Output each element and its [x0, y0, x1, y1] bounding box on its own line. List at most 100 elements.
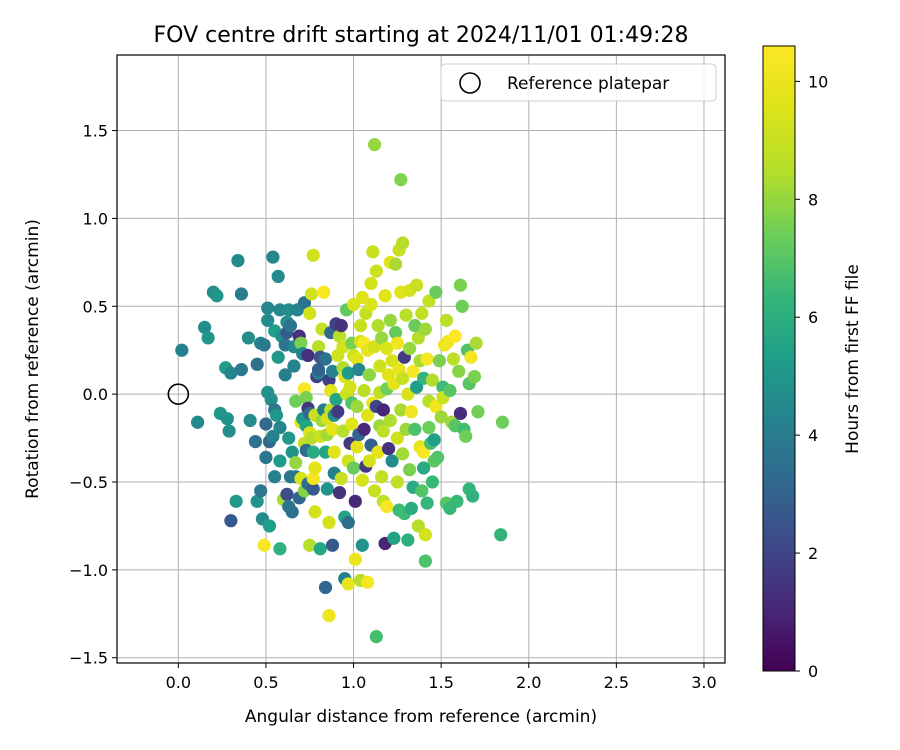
data-point — [353, 319, 368, 333]
data-point — [369, 264, 383, 278]
data-point — [360, 575, 375, 589]
data-point — [352, 362, 366, 377]
data-point — [385, 454, 399, 468]
data-point — [374, 331, 389, 345]
data-point — [355, 290, 369, 305]
data-point — [348, 552, 362, 566]
data-point — [466, 489, 480, 503]
data-point — [331, 405, 345, 419]
data-point — [364, 297, 378, 312]
x-tick-label: 0.0 — [166, 673, 191, 692]
data-point — [383, 413, 397, 428]
y-tick-label: 0.5 — [83, 297, 108, 316]
y-tick-label: 1.5 — [83, 122, 108, 141]
data-point — [418, 554, 432, 568]
reference-platepar-marker — [167, 383, 190, 405]
data-point — [325, 422, 340, 436]
plot-frame — [116, 54, 726, 664]
data-point — [320, 482, 334, 496]
data-point — [408, 422, 422, 436]
colorbar-tick-label: 6 — [808, 308, 818, 327]
data-point — [418, 322, 432, 336]
data-point — [404, 405, 418, 419]
data-point — [350, 352, 364, 366]
y-tick-label: −1.0 — [69, 561, 108, 580]
data-point — [271, 269, 285, 284]
data-point — [303, 538, 317, 552]
data-point — [362, 454, 376, 468]
data-point — [220, 412, 234, 426]
data-point — [229, 494, 243, 508]
data-point — [262, 519, 277, 533]
data-point — [399, 308, 413, 322]
data-point — [313, 542, 327, 556]
data-point — [250, 494, 264, 508]
data-point — [418, 528, 432, 542]
data-point — [266, 250, 280, 264]
data-point — [334, 471, 348, 486]
data-point — [285, 445, 299, 459]
data-point — [420, 352, 434, 366]
data-point — [439, 313, 454, 327]
data-point — [448, 329, 462, 343]
x-axis-label: Angular distance from reference (arcmin) — [245, 707, 597, 727]
data-point — [403, 463, 417, 477]
y-tick-label: −1.5 — [69, 649, 108, 668]
colorbar-tick-label: 0 — [808, 662, 818, 681]
data-point — [341, 577, 355, 591]
x-tick-label: 2.5 — [604, 673, 629, 692]
data-point — [271, 350, 285, 364]
data-point — [429, 285, 443, 299]
data-point — [264, 392, 278, 407]
colorbar-tick-label: 10 — [808, 72, 828, 91]
data-point — [453, 406, 468, 421]
data-point — [396, 447, 410, 461]
x-tick-label: 3.0 — [691, 673, 716, 692]
data-point — [306, 471, 320, 486]
data-point — [289, 394, 303, 408]
y-axis-label: Rotation from reference (arcmin) — [23, 219, 43, 499]
data-point — [406, 364, 420, 378]
data-point — [417, 461, 431, 475]
data-point — [273, 454, 287, 468]
data-point — [452, 364, 466, 378]
data-point — [198, 320, 212, 334]
data-point — [417, 445, 431, 459]
data-point — [401, 533, 415, 547]
data-point — [285, 505, 299, 519]
data-point — [325, 364, 340, 378]
colorbar-gradient — [762, 45, 796, 672]
data-point — [459, 429, 473, 443]
x-axis-ticks: 0.0 0.5 1.0 1.5 2.0 2.5 3.0 — [166, 663, 717, 692]
data-point — [336, 424, 350, 438]
grid-lines — [117, 55, 725, 663]
data-point — [248, 434, 263, 449]
data-point — [301, 348, 315, 363]
data-point — [374, 470, 389, 484]
y-axis-ticks: −1.5 −1.0 −0.5 0.0 0.5 1.0 1.5 — [69, 122, 117, 668]
data-point — [259, 450, 273, 465]
data-point — [297, 296, 312, 310]
data-point — [385, 354, 399, 368]
data-point — [367, 484, 382, 498]
data-point — [387, 531, 401, 545]
data-point — [287, 359, 301, 373]
data-point — [429, 399, 443, 414]
data-point — [332, 329, 347, 343]
data-point — [348, 494, 362, 508]
data-point — [311, 340, 326, 354]
data-point — [371, 445, 385, 459]
data-point — [234, 287, 249, 301]
data-point — [434, 410, 448, 424]
data-point — [306, 445, 320, 459]
data-point — [318, 352, 333, 366]
data-point — [318, 580, 333, 595]
data-point — [432, 354, 446, 368]
data-point — [410, 278, 424, 292]
data-point — [327, 445, 341, 459]
data-point — [388, 326, 403, 340]
data-point — [455, 299, 469, 313]
data-point — [357, 422, 371, 436]
data-point — [325, 538, 340, 552]
